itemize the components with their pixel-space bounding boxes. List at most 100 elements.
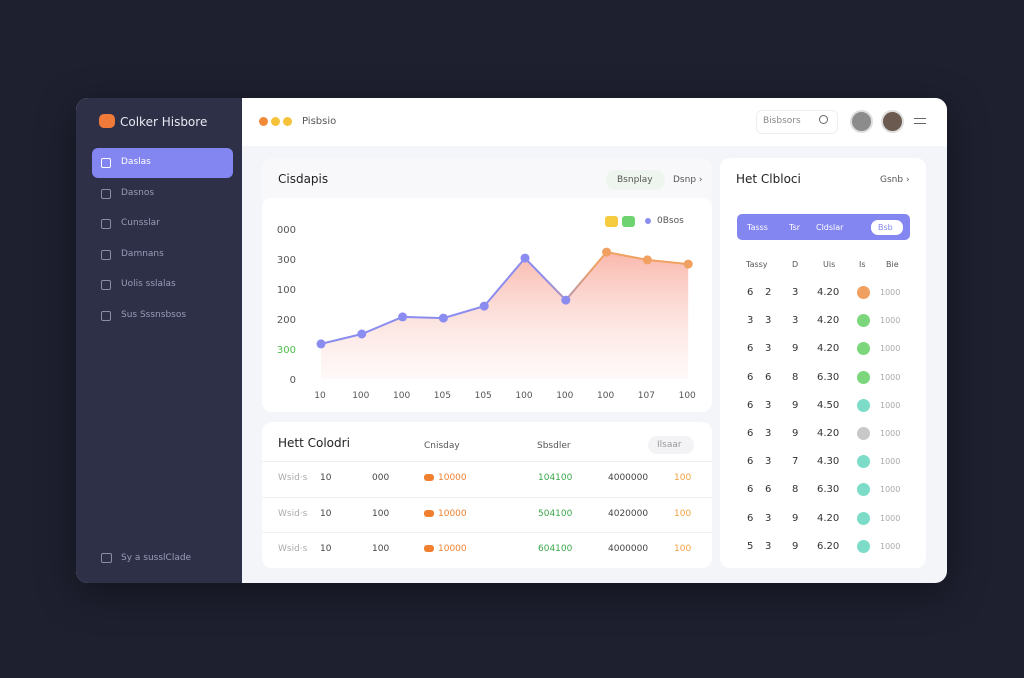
nav-item[interactable]: Uolis sslalas [121, 279, 176, 289]
chart-button-text[interactable]: Bsnplay [617, 175, 653, 185]
x-tick-label: 100 [556, 391, 573, 401]
nav-item[interactable]: Sus Sssnsbsos [121, 309, 187, 320]
cell: 10 [320, 508, 332, 519]
nav-icon [101, 188, 111, 199]
y-tick-label: 200 [277, 315, 296, 326]
table-card [262, 422, 712, 568]
topbar-title: Pisbsio [302, 116, 337, 127]
side-cell: 2 [765, 287, 772, 298]
side-cell: 6 [747, 371, 754, 383]
side-cell: 6 [747, 399, 754, 411]
side-cell: 9 [792, 343, 799, 355]
avatar[interactable] [850, 110, 873, 133]
side-cell: 6 [765, 371, 772, 383]
nav-item[interactable]: Daslas [121, 157, 151, 167]
cell: Wsid·s [278, 508, 308, 519]
tab[interactable]: Tsr [789, 223, 801, 232]
brand-name: Colker Hisbore [120, 115, 208, 129]
side-cell: 3 [765, 399, 772, 411]
side-cell: 1000 [880, 513, 901, 523]
nav-item[interactable]: Cunsslar [121, 218, 160, 228]
footer-icon [101, 553, 112, 563]
nav-icon [101, 310, 111, 321]
sidebar [76, 98, 242, 583]
badge [424, 545, 434, 552]
nav-icon [101, 219, 111, 229]
side-header: Bie [886, 260, 899, 269]
side-cell: 1000 [880, 485, 901, 495]
cell: 100 [674, 508, 692, 519]
window-dot [283, 117, 292, 126]
nav-item[interactable]: Dasnos [121, 187, 155, 198]
tab-active[interactable] [871, 220, 903, 235]
side-cell: 3 [765, 343, 772, 355]
point [602, 247, 612, 257]
tab[interactable]: Tasss [747, 223, 768, 232]
point [357, 329, 367, 339]
table-button-text[interactable]: Ilsaar [657, 440, 682, 450]
line [320, 251, 689, 345]
cell: 4000000 [608, 544, 649, 554]
cell: 100 [674, 544, 692, 554]
side-cell: 6 [747, 512, 754, 524]
x-tick-label: 100 [679, 391, 696, 401]
avatar[interactable] [881, 110, 904, 133]
menu-icon[interactable] [914, 118, 926, 124]
side-cell: 4.20 [817, 343, 840, 355]
status-dot [857, 286, 870, 299]
side-link[interactable]: Gsnb › [880, 175, 910, 185]
side-cell: 8 [792, 484, 799, 496]
side-cell: 4.30 [817, 456, 840, 468]
cell: Wsid·s [278, 473, 308, 483]
side-cell: 4.20 [817, 287, 840, 298]
table-button[interactable] [648, 436, 694, 454]
side-cell: 6 [747, 456, 754, 468]
legend-swatch [605, 216, 618, 227]
side-cell: 3 [765, 428, 772, 439]
x-tick-label: 107 [638, 391, 655, 401]
cell: 104100 [538, 473, 573, 483]
x-tick-label: 100 [352, 391, 369, 401]
side-cell: 1000 [880, 457, 901, 467]
side-cell: 4.20 [817, 512, 840, 524]
chart-link[interactable]: Dsnp › [673, 175, 703, 185]
point [683, 259, 693, 269]
search-box[interactable] [756, 110, 838, 134]
status-dot [857, 427, 870, 440]
side-cell: 1000 [880, 429, 901, 438]
side-cell: 6.20 [817, 540, 840, 552]
side-cell: 6 [765, 484, 772, 496]
side-cell: 9 [792, 399, 799, 411]
point [479, 301, 489, 311]
badge [424, 474, 434, 481]
row-divider [262, 461, 712, 462]
status-dot [857, 398, 870, 412]
x-tick-label: 100 [515, 391, 532, 401]
side-header: Is [859, 260, 866, 269]
side-cell: 4.50 [817, 399, 840, 411]
side-cell: 4.20 [817, 428, 840, 439]
side-cell: 5 [747, 540, 754, 552]
status-dot [857, 455, 870, 469]
tab[interactable]: Bsb [878, 223, 893, 232]
point [520, 253, 530, 263]
status-dot [857, 314, 870, 328]
status-dot [857, 483, 870, 497]
x-tick-label: 100 [393, 391, 410, 401]
cell: 100 [674, 473, 692, 483]
nav-active[interactable] [92, 148, 233, 178]
tab[interactable]: Cldslar [816, 223, 844, 232]
side-cell: 3 [765, 456, 772, 468]
chart-button[interactable] [606, 170, 665, 190]
y-tick-label: 000 [277, 225, 296, 236]
search-text[interactable]: Bisbsors [763, 116, 801, 126]
cell: 10000 [438, 508, 467, 519]
nav-item[interactable]: Damnans [121, 248, 164, 259]
point [398, 312, 408, 322]
side-cell: 1000 [880, 288, 901, 297]
legend-dot [645, 218, 651, 224]
side-cell: 1000 [880, 316, 901, 326]
status-dot [857, 370, 870, 384]
row-divider [262, 496, 712, 498]
